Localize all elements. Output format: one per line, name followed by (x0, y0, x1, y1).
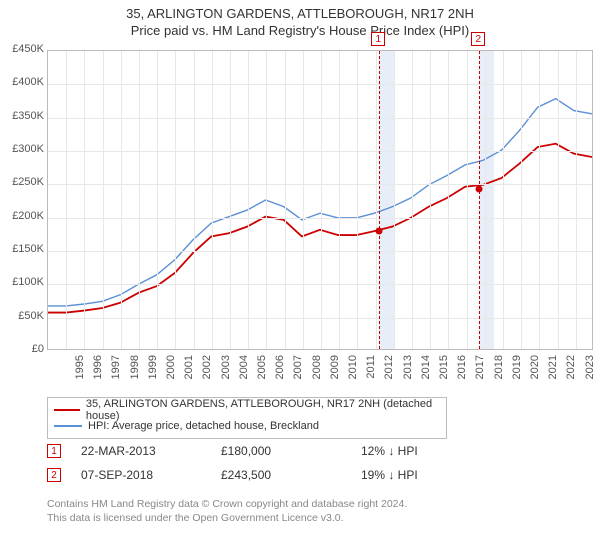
event-row: 2 07-SEP-2018 £243,500 19% ↓ HPI (47, 463, 593, 487)
gridline-v (212, 51, 213, 349)
gridline-v (103, 51, 104, 349)
event-vline (479, 51, 480, 349)
gridline-v (266, 51, 267, 349)
footer-line2: This data is licensed under the Open Gov… (47, 512, 577, 526)
y-axis-label: £250K (0, 176, 44, 188)
y-axis-label: £200K (0, 210, 44, 222)
chart-area: £0 £50K £100K £150K £200K £250K £300K £350K £400… (0, 46, 600, 388)
y-axis-label: £400K (0, 76, 44, 88)
event-marker-box: 1 (371, 32, 385, 46)
legend-label: 35, ARLINGTON GARDENS, ATTLEBOROUGH, NR1… (86, 398, 440, 422)
series-lines (48, 51, 592, 349)
gridline-v (175, 51, 176, 349)
footer-line1: Contains HM Land Registry data © Crown c… (47, 498, 577, 512)
gridline-h (48, 118, 592, 119)
gridline-v (576, 51, 577, 349)
y-axis-label: £300K (0, 143, 44, 155)
x-axis-label: 2023 (584, 355, 600, 385)
gridline-h (48, 318, 592, 319)
y-axis-label: £100K (0, 276, 44, 288)
legend-swatch (54, 425, 82, 427)
gridline-v (303, 51, 304, 349)
y-axis-label: £350K (0, 110, 44, 122)
gridline-v (230, 51, 231, 349)
gridline-v (394, 51, 395, 349)
price-marker-dot (476, 185, 483, 192)
gridline-v (139, 51, 140, 349)
gridline-v (485, 51, 486, 349)
event-delta: 19% ↓ HPI (361, 468, 481, 482)
event-row: 1 22-MAR-2013 £180,000 12% ↓ HPI (47, 439, 593, 463)
chart-subtitle: Price paid vs. HM Land Registry's House … (0, 21, 600, 38)
gridline-h (48, 151, 592, 152)
gridline-h (48, 251, 592, 252)
gridline-h (48, 184, 592, 185)
series-line (48, 144, 592, 313)
series-line (48, 99, 592, 306)
event-vline (379, 51, 380, 349)
gridline-v (558, 51, 559, 349)
event-price: £243,500 (221, 468, 341, 482)
gridline-v (194, 51, 195, 349)
y-axis-label: £450K (0, 43, 44, 55)
price-marker-dot (376, 228, 383, 235)
gridline-v (412, 51, 413, 349)
gridline-v (539, 51, 540, 349)
chart-title: 35, ARLINGTON GARDENS, ATTLEBOROUGH, NR1… (0, 0, 600, 21)
gridline-h (48, 284, 592, 285)
event-price: £180,000 (221, 444, 341, 458)
y-axis-label: £50K (0, 310, 44, 322)
event-number-box: 2 (47, 468, 61, 482)
event-number-box: 1 (47, 444, 61, 458)
y-axis-label: £150K (0, 243, 44, 255)
legend-swatch (54, 409, 80, 411)
gridline-v (66, 51, 67, 349)
gridline-v (448, 51, 449, 349)
plot-area (47, 50, 593, 350)
footer-attribution: Contains HM Land Registry data © Crown c… (47, 498, 577, 525)
gridline-h (48, 84, 592, 85)
gridline-v (503, 51, 504, 349)
gridline-v (285, 51, 286, 349)
gridline-v (84, 51, 85, 349)
event-delta: 12% ↓ HPI (361, 444, 481, 458)
legend: 35, ARLINGTON GARDENS, ATTLEBOROUGH, NR1… (47, 397, 447, 439)
gridline-v (467, 51, 468, 349)
gridline-v (321, 51, 322, 349)
gridline-v (157, 51, 158, 349)
gridline-h (48, 218, 592, 219)
gridline-v (248, 51, 249, 349)
gridline-v (121, 51, 122, 349)
event-date: 07-SEP-2018 (81, 468, 201, 482)
gridline-v (376, 51, 377, 349)
events-table: 1 22-MAR-2013 £180,000 12% ↓ HPI 2 07-SEP-201… (47, 439, 593, 487)
event-marker-box: 2 (471, 32, 485, 46)
y-axis-label: £0 (0, 343, 44, 355)
event-date: 22-MAR-2013 (81, 444, 201, 458)
gridline-v (430, 51, 431, 349)
legend-item: 35, ARLINGTON GARDENS, ATTLEBOROUGH, NR1… (54, 402, 440, 418)
gridline-v (521, 51, 522, 349)
gridline-v (357, 51, 358, 349)
legend-label: HPI: Average price, detached house, Brec… (88, 420, 319, 432)
gridline-v (339, 51, 340, 349)
